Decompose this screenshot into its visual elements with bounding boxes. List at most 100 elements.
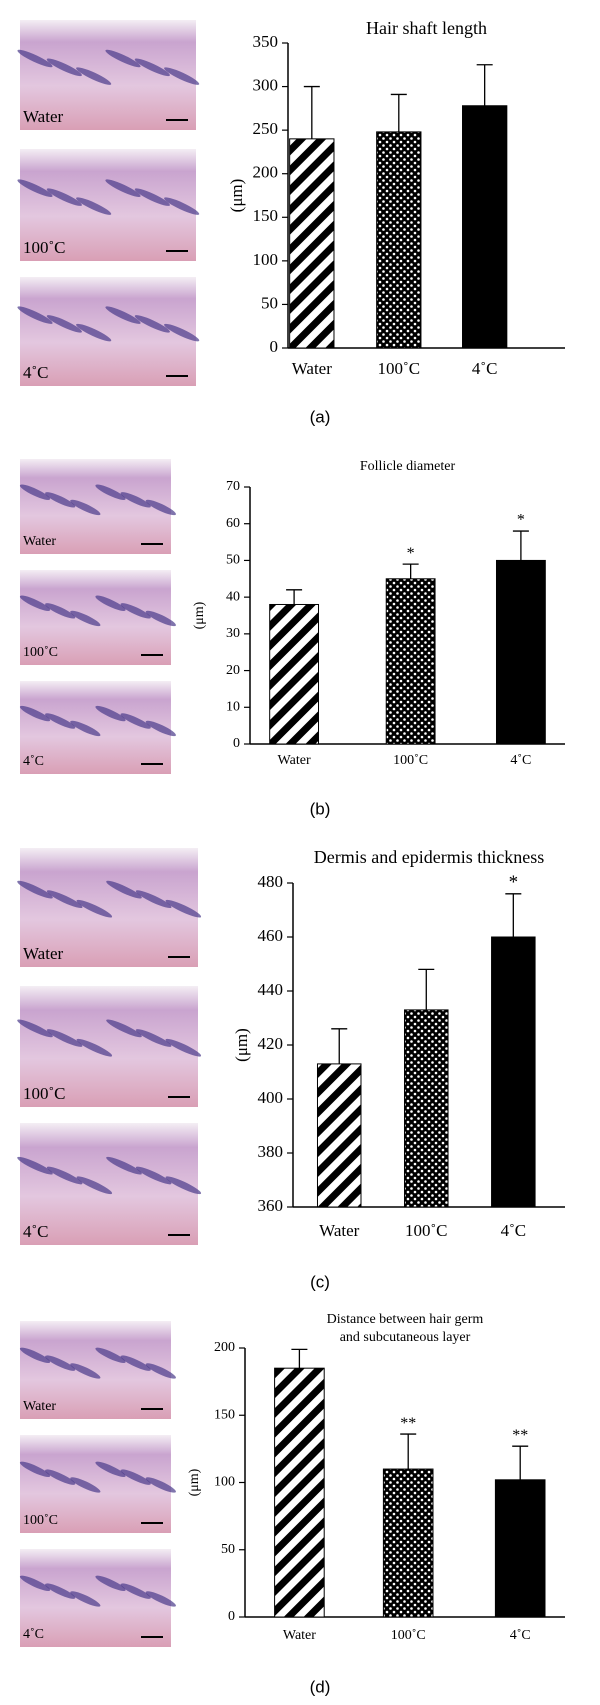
- error-bar: [476, 64, 493, 106]
- follicle: [76, 899, 113, 918]
- follicle: [105, 179, 141, 197]
- image-label: 100˚C: [23, 1084, 66, 1103]
- x-tick-label: Water: [319, 1221, 359, 1240]
- follicle: [76, 67, 112, 85]
- bar: [385, 578, 436, 745]
- y-axis-label: (μm): [232, 1028, 251, 1062]
- error-bar: [512, 1445, 529, 1480]
- follicle: [17, 880, 53, 899]
- follicle: [17, 306, 53, 324]
- follicle: [19, 484, 51, 500]
- follicle: [145, 610, 176, 627]
- follicle: [45, 1583, 76, 1599]
- y-axis-label: (μm): [187, 1468, 202, 1496]
- follicle: [70, 610, 101, 627]
- error-bar: [402, 563, 419, 579]
- follicle: [70, 1363, 101, 1379]
- follicle: [134, 58, 170, 77]
- follicle: [45, 1469, 76, 1485]
- error-bar: [286, 589, 303, 605]
- follicle: [70, 499, 101, 516]
- y-tick-label: 100: [214, 1475, 235, 1490]
- follicle: [19, 1347, 51, 1364]
- follicle: [45, 713, 76, 729]
- follicle: [134, 315, 170, 333]
- chart-title: Follicle diameter: [360, 459, 456, 474]
- y-tick-label: 0: [270, 337, 279, 356]
- y-axis-label: (μm): [192, 601, 207, 629]
- y-tick-label: 50: [226, 553, 240, 568]
- significance: *: [407, 545, 415, 562]
- image-label: 100˚C: [23, 1513, 58, 1528]
- y-tick-label: 70: [226, 479, 240, 494]
- follicle: [76, 197, 112, 215]
- follicle: [46, 58, 82, 77]
- follicle: [165, 1176, 202, 1195]
- significance: *: [517, 512, 525, 529]
- y-tick-label: 400: [258, 1088, 284, 1107]
- significance: **: [400, 1415, 416, 1432]
- y-tick-label: 200: [253, 163, 279, 182]
- y-tick-label: 0: [228, 1609, 235, 1624]
- y-tick-label: 10: [226, 700, 240, 715]
- y-tick-label: 40: [226, 589, 240, 604]
- follicle: [145, 1477, 176, 1493]
- y-tick-label: 150: [253, 206, 279, 225]
- error-bar: [512, 530, 529, 561]
- follicle: [45, 603, 76, 619]
- follicle: [46, 890, 83, 909]
- x-tick-label: Water: [292, 359, 332, 378]
- follicle: [46, 1166, 83, 1185]
- x-tick-label: 100˚C: [393, 753, 428, 768]
- follicle: [17, 1156, 53, 1175]
- significance: *: [509, 872, 519, 893]
- image-label: 4˚C: [23, 754, 44, 769]
- panel-caption: (d): [310, 1677, 331, 1696]
- bar: [316, 1063, 362, 1208]
- follicle: [120, 1469, 151, 1485]
- follicle: [46, 315, 82, 333]
- chart-title: and subcutaneous layer: [340, 1330, 471, 1345]
- image-label: Water: [23, 944, 63, 963]
- chart-title: Distance between hair germ: [327, 1312, 484, 1327]
- follicle: [145, 720, 176, 737]
- y-tick-label: 200: [214, 1340, 235, 1355]
- follicle: [135, 1166, 172, 1185]
- follicle: [19, 1461, 51, 1478]
- chart-title: Dermis and epidermis thickness: [314, 847, 544, 867]
- follicle: [76, 323, 112, 342]
- x-tick-label: 100˚C: [378, 359, 421, 378]
- follicle: [70, 1477, 101, 1493]
- panel-caption: (a): [310, 407, 331, 426]
- follicle: [70, 1591, 101, 1607]
- y-tick-label: 30: [226, 626, 240, 641]
- image-label: 4˚C: [23, 363, 49, 382]
- follicle: [76, 1176, 113, 1195]
- image-label: 100˚C: [23, 238, 66, 257]
- x-tick-label: 4˚C: [472, 359, 498, 378]
- image-label: 100˚C: [23, 645, 58, 660]
- follicle: [95, 705, 126, 722]
- follicle: [135, 1029, 172, 1047]
- y-tick-label: 250: [253, 119, 279, 138]
- image-label: 4˚C: [23, 1627, 44, 1642]
- follicle: [19, 705, 51, 722]
- y-tick-label: 380: [258, 1142, 284, 1161]
- follicle: [164, 67, 200, 85]
- follicle: [145, 1363, 176, 1379]
- y-tick-label: 100: [253, 250, 279, 269]
- follicle: [145, 499, 176, 516]
- image-label: Water: [23, 107, 63, 126]
- follicle: [165, 1038, 202, 1057]
- bar: [495, 559, 546, 745]
- y-tick-label: 50: [261, 293, 278, 312]
- y-tick-label: 50: [221, 1542, 235, 1557]
- y-tick-label: 150: [214, 1407, 235, 1422]
- bar: [289, 138, 335, 349]
- error-bar: [505, 893, 522, 937]
- bar: [376, 131, 422, 349]
- follicle: [164, 197, 200, 215]
- y-tick-label: 460: [258, 926, 284, 945]
- follicle: [95, 484, 126, 500]
- y-tick-label: 420: [258, 1034, 284, 1053]
